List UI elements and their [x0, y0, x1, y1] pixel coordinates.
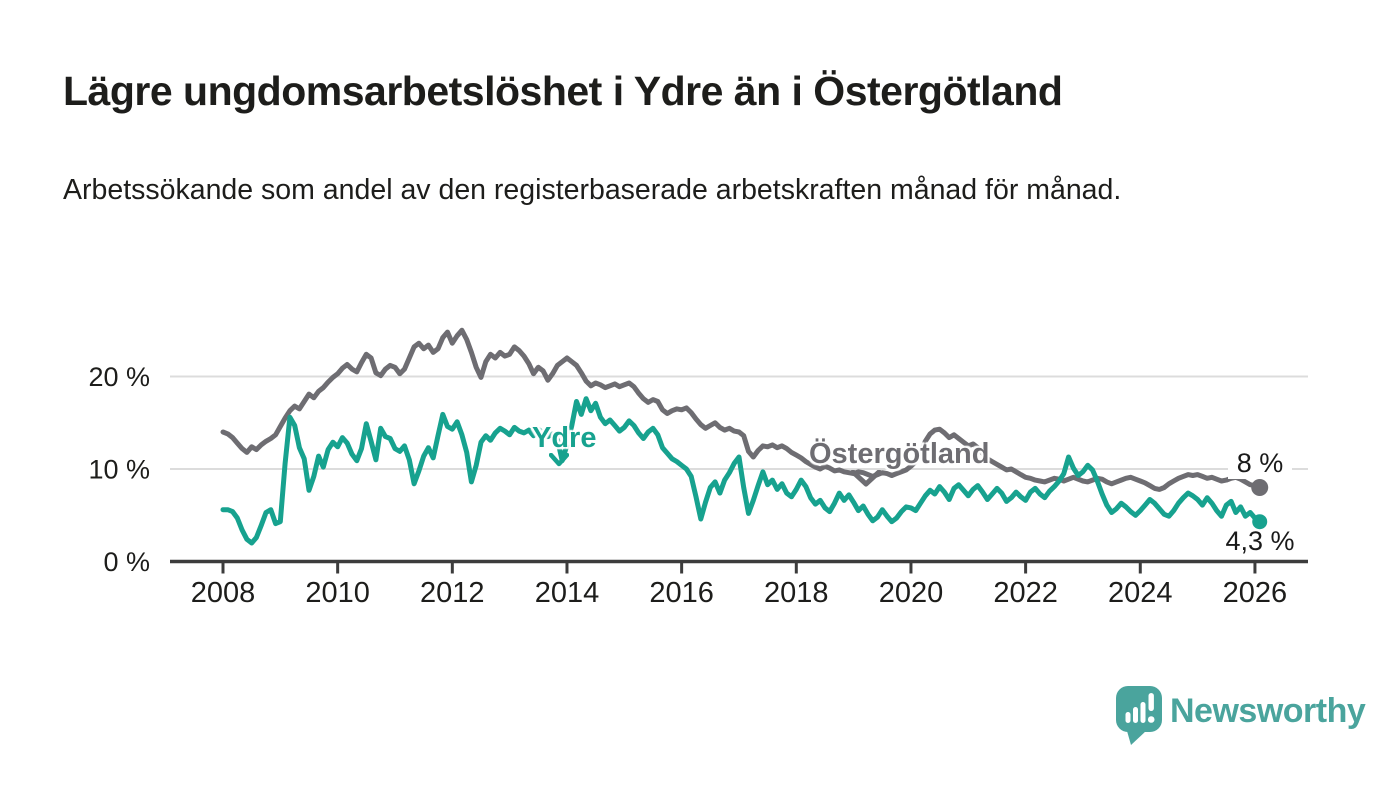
series-line-ydre [220, 396, 1263, 546]
x-tick-label: 2022 [993, 577, 1058, 609]
end-dot-östergötland [1251, 479, 1269, 496]
series-line-östergötland [220, 327, 1263, 492]
ydre-caret-down-icon [549, 453, 569, 467]
chart-subtitle: Arbetssökande som andel av den registerb… [63, 174, 1122, 206]
x-tick-label: 2016 [649, 577, 714, 609]
end-value-ostergotland: 8 % [1228, 448, 1292, 479]
data-series [220, 327, 1269, 546]
y-tick-label: 10 % [88, 455, 150, 485]
x-tick-label: 2010 [305, 577, 370, 609]
y-tick-label: 0 % [103, 547, 150, 577]
end-dot-ydre [1252, 514, 1268, 530]
newsworthy-speech-bubble-icon [1116, 686, 1162, 745]
x-tick-label: 2024 [1108, 577, 1173, 609]
brand-name: Newsworthy [1170, 692, 1366, 730]
x-tick-label: 2026 [1223, 577, 1288, 609]
series-label-ydre: Ydre [532, 422, 597, 454]
x-tick-label: 2020 [879, 577, 944, 609]
x-tick-label: 2012 [420, 577, 485, 609]
x-tick-label: 2018 [764, 577, 829, 609]
y-tick-label: 20 % [88, 362, 150, 392]
x-axis: 2008 2010 2012 2014 2016 2018 2020 2022 2024 2026 [170, 559, 1308, 609]
series-label-ostergotland: Östergötland [809, 438, 990, 470]
x-tick-label: 2014 [535, 577, 600, 609]
end-value-ydre: 4,3 % [1225, 526, 1295, 556]
y-axis-labels: 0 % 10 % 20 % [88, 362, 150, 577]
newsworthy-logo: Newsworthy [1114, 684, 1366, 748]
x-tick-label: 2008 [191, 577, 256, 609]
chart-title: Lägre ungdomsarbetslöshet i Ydre än i Ös… [63, 68, 1063, 114]
ostergotland-caret-down-icon [851, 470, 881, 487]
